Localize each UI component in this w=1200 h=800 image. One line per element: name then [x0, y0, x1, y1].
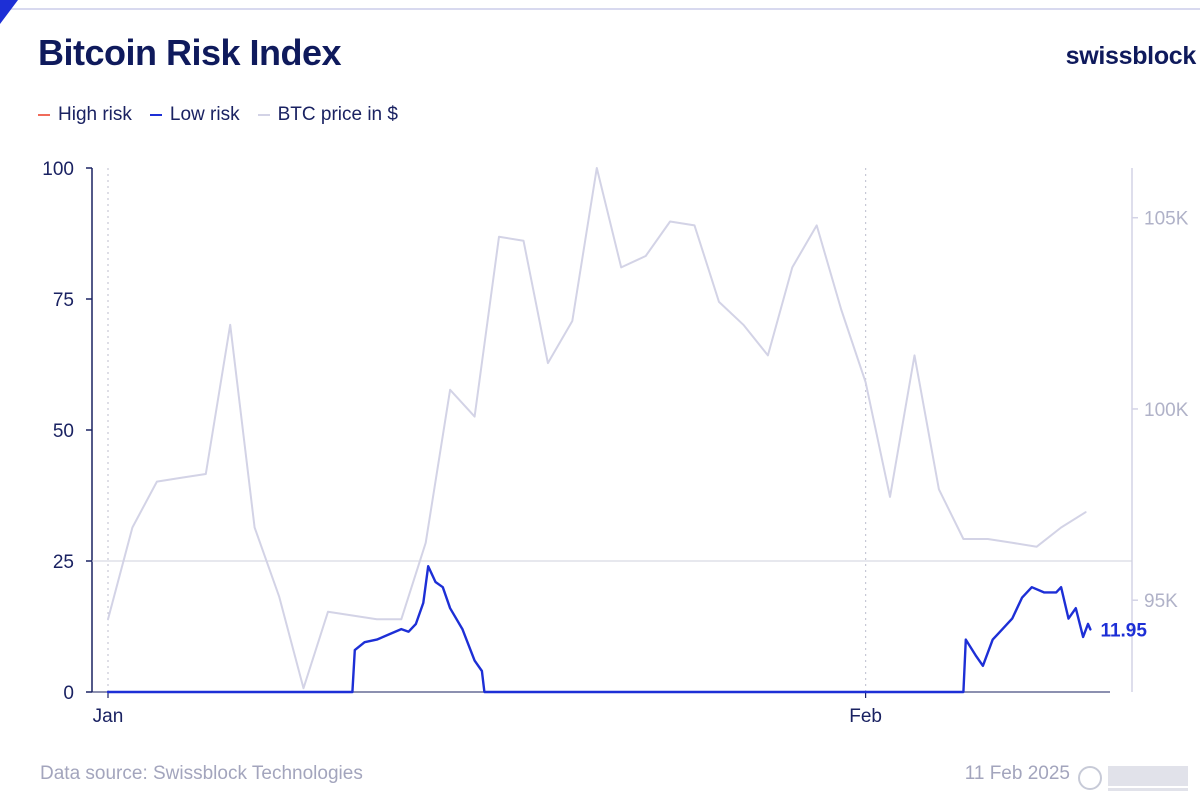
legend-swatch-btc-price — [257, 114, 270, 116]
y-left-tick-label: 25 — [53, 552, 74, 573]
legend: High risk Low risk BTC price in $ — [38, 104, 398, 126]
last-value-label: 11.95 — [1100, 620, 1147, 641]
series-line-low-risk — [106, 565, 1092, 694]
y-left-tick-label: 75 — [53, 290, 74, 311]
date-stamp: 11 Feb 2025 — [964, 763, 1070, 784]
y-right-tick-label: 95K — [1144, 591, 1178, 612]
data-source-note: Data source: Swissblock Technologies — [40, 763, 363, 784]
brand-logo: swissblock — [1065, 42, 1197, 70]
legend-label-low-risk: Low risk — [169, 104, 240, 125]
watermark-logo — [1078, 766, 1188, 791]
legend-item-high-risk: High risk — [38, 104, 132, 126]
legend-label-high-risk: High risk — [58, 104, 132, 125]
y-left-tick-label: 0 — [63, 683, 74, 704]
corner-mark — [0, 0, 18, 24]
chart-title: Bitcoin Risk Index — [38, 32, 342, 73]
x-tick-label: Jan — [93, 706, 124, 727]
legend-item-low-risk: Low risk — [149, 104, 240, 126]
y-left-tick-label: 100 — [42, 159, 74, 180]
legend-swatch-high-risk — [38, 114, 50, 116]
legend-label-btc-price: BTC price in $ — [277, 104, 398, 125]
top-rule — [0, 8, 1200, 10]
y-right-tick-label: 100K — [1144, 400, 1189, 421]
legend-item-btc-price: BTC price in $ — [257, 104, 398, 126]
y-left-tick-label: 50 — [53, 421, 74, 442]
series-line-btc-price-in — [107, 167, 1087, 690]
legend-swatch-low-risk — [149, 114, 162, 116]
x-tick-label: Feb — [849, 706, 882, 727]
y-right-tick-label: 105K — [1144, 209, 1189, 230]
